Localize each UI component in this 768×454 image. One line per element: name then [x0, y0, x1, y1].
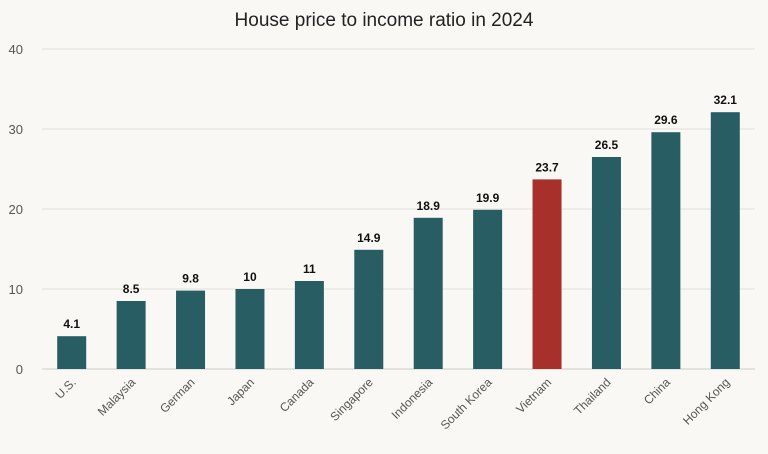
- data-label: 11: [303, 262, 316, 276]
- chart-title: House price to income ratio in 2024: [235, 10, 534, 31]
- y-axis-ticks: 0 10 20 30 40: [9, 42, 23, 377]
- x-category-label: Vietnam: [513, 375, 554, 416]
- bar-vietnam: [532, 179, 562, 369]
- y-tick-label: 40: [9, 42, 23, 57]
- x-category-label: U.S.: [52, 375, 78, 401]
- x-category-label: German: [157, 375, 198, 416]
- bar-canada: [294, 281, 324, 369]
- data-label: 23.7: [535, 160, 559, 174]
- data-label: 32.1: [714, 93, 738, 107]
- x-category-label: Hong Kong: [680, 375, 732, 427]
- data-label: 14.9: [357, 231, 381, 245]
- data-label: 18.9: [417, 199, 441, 213]
- bar-japan: [235, 289, 265, 369]
- data-label: 8.5: [123, 282, 140, 296]
- y-tick-label: 0: [16, 362, 23, 377]
- x-category-label: Singapore: [327, 375, 376, 424]
- x-axis-categories: U.S. Malaysia German Japan Canada Singapore In…: [52, 375, 732, 432]
- data-label: 9.8: [182, 272, 199, 286]
- x-category-label: China: [641, 375, 673, 407]
- data-label: 29.6: [654, 113, 678, 127]
- bar-singapore: [354, 249, 384, 369]
- grid-layer: [42, 48, 755, 370]
- y-tick-label: 20: [9, 202, 23, 217]
- x-category-label: South Korea: [438, 375, 495, 432]
- bar-china: [651, 132, 681, 369]
- bar-german: [176, 290, 206, 369]
- data-label: 10: [243, 270, 257, 284]
- x-category-label: Thailand: [571, 375, 613, 417]
- x-category-label: Canada: [277, 375, 317, 415]
- x-category-label: Japan: [224, 375, 257, 408]
- x-category-label: Indonesia: [389, 375, 436, 422]
- bar-hong-kong: [710, 112, 740, 369]
- bar-south-korea: [473, 209, 503, 369]
- y-tick-label: 30: [9, 122, 23, 137]
- y-tick-label: 10: [9, 282, 23, 297]
- bars: [57, 112, 740, 369]
- bar-malaysia: [116, 301, 146, 369]
- data-labels: 4.1 8.5 9.8 10 11 14.9 18.9 19.9 23.7 26.5 29.6 32.…: [63, 93, 737, 331]
- data-label: 4.1: [63, 317, 80, 331]
- data-label: 19.9: [476, 191, 500, 205]
- data-label: 26.5: [595, 138, 619, 152]
- bar-u-s: [57, 336, 87, 369]
- x-category-label: Malaysia: [95, 375, 139, 419]
- bar-thailand: [591, 157, 621, 369]
- bar-indonesia: [413, 217, 443, 369]
